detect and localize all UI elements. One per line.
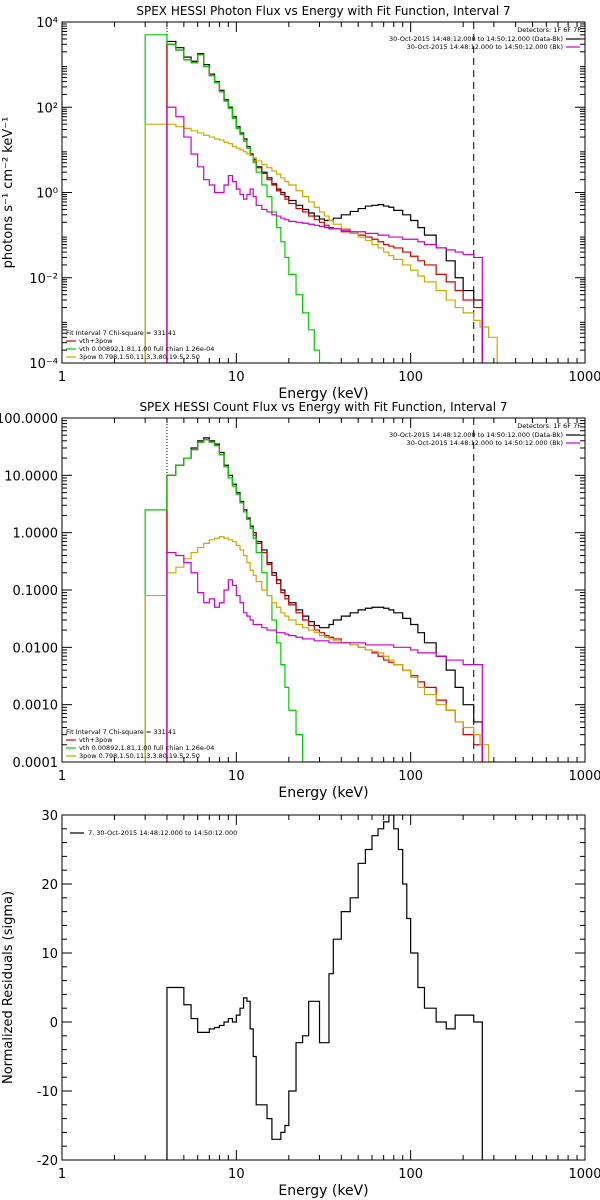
x-tick-label: 1 (58, 1167, 66, 1182)
legend-header: Detectors: 1F 6F 7F (517, 26, 581, 34)
y-tick-label: 10⁻⁴ (29, 357, 58, 372)
x-tick-label: 10 (228, 1167, 245, 1182)
x-tick-label: 10 (228, 769, 245, 784)
plot-frame (61, 814, 586, 1161)
series-line (144, 34, 331, 363)
fit-legend-label: vth 0.00892,1.81,1.00 full chian 1.26e-0… (79, 345, 214, 353)
y-tick-label: 10⁻² (29, 272, 58, 287)
chart-title: SPEX HESSI Count Flux vs Energy with Fit… (139, 400, 507, 414)
y-tick-label: 10² (36, 101, 58, 116)
y-tick-label: 10⁰ (36, 187, 58, 202)
fit-legend-label: 3pow 0.798,1.50,11.3,3.80,19.5,2.50 (79, 752, 200, 760)
legend-entry-label: 30-Oct-2015 14:48:12.000 to 14:50:12.000… (407, 439, 563, 447)
x-tick-label: 1000 (568, 769, 600, 784)
fit-legend-label: vth 0.00892,1.81,1.00 full chian 1.26e-0… (79, 744, 214, 752)
y-tick-label: -20 (37, 1154, 58, 1169)
x-axis-label: Energy (keV) (278, 785, 368, 801)
y-tick-label: 30 (41, 809, 58, 824)
series-line (166, 815, 483, 1160)
series-line (144, 536, 498, 762)
series-line (166, 43, 483, 363)
x-tick-label: 1 (58, 769, 66, 784)
fit-legend-header: Fit Interval 7 Chi-square = 331.41 (66, 329, 176, 337)
x-tick-label: 10 (228, 370, 245, 385)
y-tick-label: 0 (50, 1016, 58, 1031)
chart-title: SPEX HESSI Photon Flux vs Energy with Fi… (136, 4, 510, 18)
series-line (166, 551, 483, 762)
y-tick-label: 10 (41, 947, 58, 962)
y-tick-label: 10⁴ (36, 16, 58, 31)
fit-legend-label: vth+3pow (79, 337, 113, 345)
residual-legend-label: 7. 30-Oct-2015 14:48:12.000 to 14:50:12.… (88, 829, 237, 837)
legend-entry-label: 30-Oct-2015 14:48:12.000 to 14:50:12.000… (389, 431, 563, 439)
y-tick-label: 0.1000 (13, 584, 59, 599)
x-tick-label: 1 (58, 370, 66, 385)
legend-header: Detectors: 1F 6F 7F (517, 422, 581, 430)
series-line (166, 40, 483, 363)
legend-entry-label: 30-Oct-2015 14:48:12.000 to 14:50:12.000… (389, 35, 563, 43)
x-tick-label: 100 (398, 1167, 423, 1182)
x-tick-label: 100 (398, 370, 423, 385)
x-tick-label: 1000 (568, 370, 600, 385)
y-tick-label: 0.0010 (13, 699, 59, 714)
y-tick-label: 0.0001 (13, 756, 59, 771)
x-tick-label: 1000 (568, 1167, 600, 1182)
fit-legend-label: 3pow 0.798,1.50,11.3,3.80,19.5,2.50 (79, 353, 200, 361)
series-line (144, 123, 498, 363)
y-axis-label: photons s⁻¹ cm⁻² keV⁻¹ (1, 117, 16, 269)
fit-legend-label: vth+3pow (79, 736, 113, 744)
x-axis-label: Energy (keV) (278, 386, 368, 402)
fit-legend-header: Fit Interval 7 Chi-square = 331.41 (66, 728, 176, 736)
series-line (166, 437, 483, 762)
y-tick-label: 100.0000 (0, 412, 58, 427)
y-tick-label: -10 (37, 1085, 58, 1100)
y-tick-label: 10.0000 (4, 469, 58, 484)
x-axis-label: Energy (keV) (278, 1183, 368, 1199)
series-line (144, 439, 323, 762)
plot-frame (61, 417, 586, 763)
legend-entry-label: 30-Oct-2015 14:48:12.000 to 14:50:12.000… (407, 43, 563, 51)
y-axis-label: Normalized Residuals (sigma) (1, 891, 16, 1084)
series-line (166, 106, 483, 363)
plot-frame (61, 21, 586, 364)
x-tick-label: 100 (398, 769, 423, 784)
y-tick-label: 1.0000 (13, 527, 59, 542)
y-tick-label: 0.0100 (13, 641, 59, 656)
y-tick-label: 20 (41, 878, 58, 893)
